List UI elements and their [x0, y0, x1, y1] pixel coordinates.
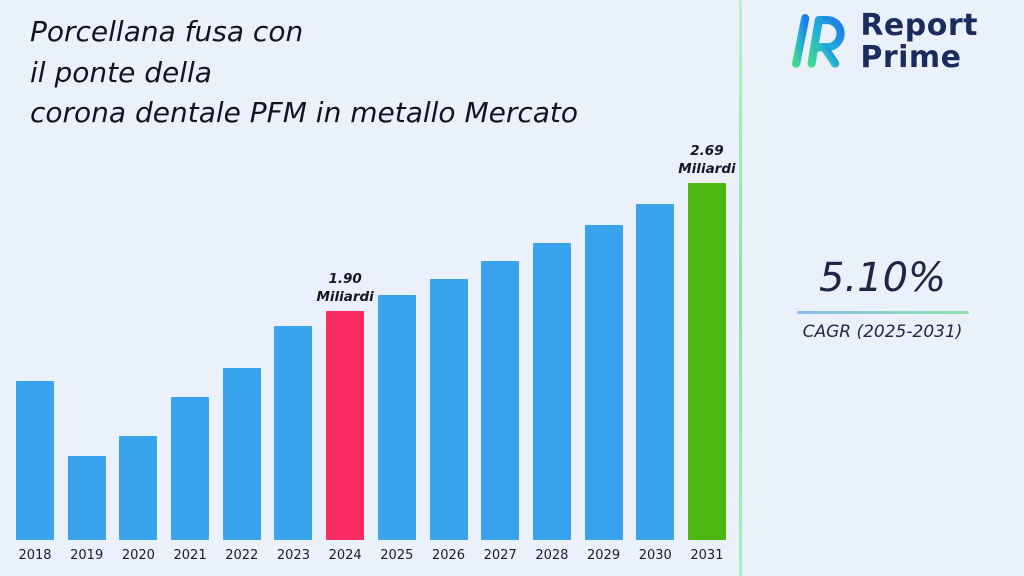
chart-title-line-2: il ponte della	[30, 55, 212, 89]
bar-2021[interactable]	[171, 397, 210, 540]
x-axis-label-2023: 2023	[276, 548, 310, 563]
bar-chart: 2018 2019 2020 2021 2022 2023 1.90 Miliardi 2024…	[12, 124, 736, 564]
x-axis-label-2018: 2018	[18, 548, 52, 563]
bar-column-2029: 2029	[581, 124, 627, 564]
x-axis-label-2030: 2030	[638, 548, 672, 563]
bar-column-2019: 2019	[64, 124, 110, 564]
bar-column-2021: 2021	[167, 124, 213, 564]
x-axis-label-2024: 2024	[328, 548, 362, 563]
bar-value-annotation-2031: 2.69 Miliardi	[678, 142, 736, 177]
chart-title-line-1: Porcellana fusa con	[30, 15, 304, 48]
bar-column-2030: 2030	[632, 124, 678, 564]
bar-column-2023: 2023	[270, 124, 316, 564]
brand-name-line-1: Report	[860, 8, 978, 43]
bar-column-2026: 2026	[426, 124, 472, 564]
bar-2029[interactable]	[584, 225, 623, 540]
bar-column-2020: 2020	[115, 124, 161, 564]
stat-underline	[796, 311, 969, 314]
chart-title: Porcellana fusa con il ponte della coron…	[30, 12, 578, 134]
bar-2027[interactable]	[481, 261, 520, 540]
x-axis-label-2019: 2019	[70, 548, 104, 563]
bar-column-2018: 2018	[12, 124, 58, 564]
x-axis-label-2031: 2031	[690, 548, 724, 563]
bar-column-2031: 2.69 Miliardi 2031	[678, 124, 735, 564]
x-axis-label-2022: 2022	[225, 548, 259, 563]
bar-2022[interactable]	[222, 368, 261, 540]
x-axis-label-2026: 2026	[431, 548, 466, 563]
bar-column-2022: 2022	[219, 124, 265, 564]
cagr-label: CAGR (2025-2031)	[802, 322, 963, 342]
bar-2031[interactable]	[687, 183, 726, 540]
bar-column-2027: 2027	[477, 124, 523, 564]
report-prime-logo-icon	[784, 11, 850, 73]
x-axis-label-2029: 2029	[587, 548, 621, 563]
bar-2018[interactable]	[16, 381, 54, 540]
brand-name-line-2: Prime	[860, 39, 962, 75]
bar-column-2025: 2025	[374, 124, 420, 564]
vertical-divider	[739, 0, 742, 576]
cagr-value: 5.10%	[818, 255, 947, 301]
bar-2020[interactable]	[119, 436, 158, 540]
x-axis-label-2028: 2028	[535, 548, 569, 563]
bar-2026[interactable]	[429, 279, 468, 540]
bar-2024[interactable]	[326, 311, 365, 540]
bar-value-annotation-2024: 1.90 Miliardi	[316, 270, 374, 305]
bar-column-2024: 1.90 Miliardi 2024	[316, 124, 373, 564]
bar-2030[interactable]	[636, 204, 675, 540]
brand-logo: Report Prime	[784, 10, 978, 73]
x-axis-label-2021: 2021	[173, 548, 207, 563]
bar-2025[interactable]	[377, 295, 416, 540]
bar-2019[interactable]	[67, 456, 106, 540]
chart-title-line-3: corona dentale PFM in metallo Mercato	[30, 96, 579, 130]
x-axis-label-2020: 2020	[121, 548, 155, 563]
bar-2023[interactable]	[274, 326, 313, 540]
x-axis-label-2025: 2025	[380, 548, 414, 563]
cagr-stat: 5.10% CAGR (2025-2031)	[760, 255, 1005, 342]
x-axis-label-2027: 2027	[483, 548, 517, 563]
bar-2028[interactable]	[532, 243, 571, 540]
bar-column-2028: 2028	[529, 124, 575, 564]
brand-name: Report Prime	[860, 10, 978, 73]
